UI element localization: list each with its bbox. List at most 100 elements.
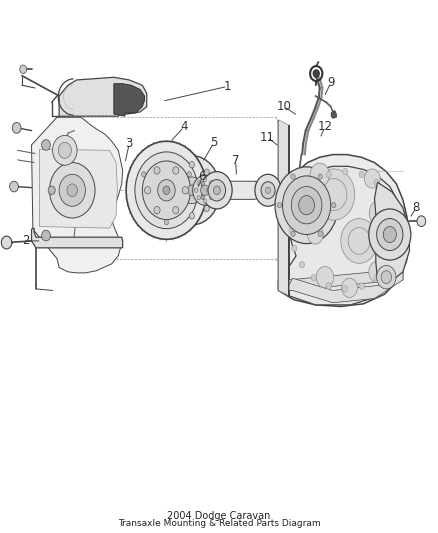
- Polygon shape: [331, 111, 336, 118]
- Circle shape: [141, 172, 146, 177]
- Circle shape: [197, 196, 201, 200]
- Circle shape: [12, 123, 21, 133]
- Circle shape: [341, 219, 378, 263]
- Circle shape: [173, 167, 179, 174]
- Circle shape: [275, 167, 338, 244]
- Polygon shape: [32, 117, 123, 273]
- Circle shape: [343, 168, 348, 175]
- Circle shape: [189, 161, 194, 168]
- Text: 2: 2: [21, 235, 29, 247]
- Circle shape: [291, 187, 322, 224]
- Circle shape: [48, 186, 55, 195]
- Circle shape: [313, 70, 319, 77]
- Circle shape: [386, 262, 391, 268]
- Circle shape: [326, 171, 331, 177]
- Circle shape: [182, 187, 188, 194]
- Circle shape: [142, 161, 191, 220]
- Circle shape: [386, 192, 391, 199]
- Text: 8: 8: [413, 201, 420, 214]
- Circle shape: [53, 135, 77, 165]
- Text: 10: 10: [276, 100, 291, 113]
- Circle shape: [174, 169, 180, 175]
- Circle shape: [291, 231, 295, 237]
- Circle shape: [181, 177, 203, 204]
- Circle shape: [316, 266, 334, 288]
- Circle shape: [174, 205, 180, 212]
- Circle shape: [187, 172, 191, 177]
- Circle shape: [163, 156, 220, 225]
- Circle shape: [359, 171, 364, 177]
- Circle shape: [311, 180, 316, 186]
- Circle shape: [318, 174, 322, 179]
- Circle shape: [261, 182, 275, 199]
- Circle shape: [393, 209, 399, 215]
- Circle shape: [291, 174, 295, 179]
- Circle shape: [292, 245, 297, 252]
- Polygon shape: [279, 120, 409, 306]
- Circle shape: [265, 187, 271, 193]
- Circle shape: [311, 274, 316, 281]
- Circle shape: [10, 181, 18, 192]
- Polygon shape: [114, 84, 145, 116]
- Polygon shape: [279, 120, 289, 296]
- Circle shape: [163, 186, 170, 195]
- Circle shape: [209, 196, 213, 200]
- Circle shape: [377, 265, 396, 289]
- Circle shape: [203, 199, 207, 203]
- Circle shape: [326, 283, 331, 289]
- Circle shape: [49, 163, 95, 218]
- Circle shape: [209, 181, 213, 185]
- Polygon shape: [59, 77, 147, 116]
- Circle shape: [369, 209, 411, 260]
- Circle shape: [58, 142, 71, 158]
- Circle shape: [203, 177, 207, 182]
- Circle shape: [369, 200, 391, 227]
- Circle shape: [212, 188, 215, 192]
- Circle shape: [292, 209, 297, 215]
- Circle shape: [383, 227, 396, 243]
- Circle shape: [374, 180, 379, 186]
- Text: 1: 1: [224, 80, 232, 93]
- Circle shape: [126, 141, 207, 239]
- Circle shape: [343, 286, 348, 292]
- Circle shape: [20, 65, 27, 74]
- Circle shape: [145, 187, 151, 194]
- Text: 6: 6: [198, 171, 206, 183]
- Circle shape: [158, 180, 175, 201]
- Circle shape: [299, 262, 304, 268]
- Circle shape: [173, 206, 179, 214]
- Polygon shape: [289, 269, 403, 290]
- Circle shape: [168, 187, 173, 193]
- Circle shape: [201, 185, 209, 196]
- Circle shape: [201, 181, 205, 185]
- Circle shape: [207, 188, 210, 192]
- Circle shape: [277, 203, 282, 208]
- Polygon shape: [39, 149, 117, 228]
- Text: 4: 4: [180, 120, 188, 133]
- Circle shape: [359, 283, 364, 289]
- Circle shape: [1, 236, 12, 249]
- Circle shape: [135, 152, 198, 229]
- Circle shape: [164, 220, 169, 225]
- Circle shape: [364, 169, 380, 188]
- Circle shape: [210, 187, 215, 193]
- Circle shape: [374, 274, 379, 281]
- Circle shape: [321, 179, 347, 211]
- Circle shape: [307, 225, 323, 244]
- Circle shape: [310, 163, 329, 187]
- Circle shape: [318, 231, 322, 237]
- Polygon shape: [210, 180, 274, 200]
- Circle shape: [201, 195, 205, 199]
- Text: 2004 Dodge Caravan: 2004 Dodge Caravan: [167, 511, 271, 521]
- Circle shape: [313, 169, 355, 220]
- Polygon shape: [374, 182, 410, 287]
- Text: 9: 9: [327, 76, 335, 89]
- Circle shape: [193, 175, 217, 205]
- Circle shape: [194, 188, 198, 192]
- Circle shape: [342, 278, 357, 297]
- Text: 11: 11: [260, 131, 275, 144]
- Circle shape: [417, 216, 426, 227]
- Circle shape: [204, 205, 209, 212]
- Circle shape: [189, 213, 194, 219]
- Circle shape: [369, 261, 386, 282]
